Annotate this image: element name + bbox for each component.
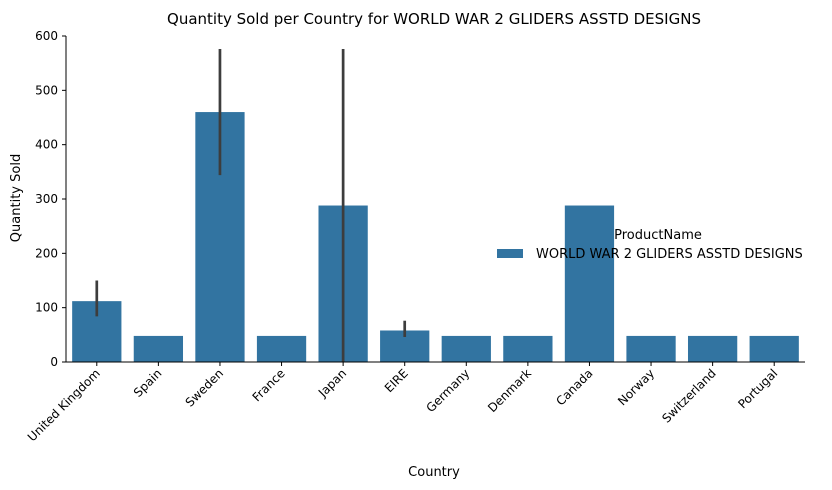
bar-denmark [503, 335, 553, 362]
y-tick-label: 100 [35, 301, 58, 315]
bar-switzerland [687, 335, 738, 362]
y-tick-label: 400 [35, 138, 58, 152]
x-tick-label-france: France [250, 366, 288, 404]
bar-portugal [749, 335, 799, 362]
x-tick-label-eire: EIRE [382, 366, 411, 395]
legend-title: ProductName [614, 228, 702, 243]
bar-germany [441, 335, 491, 362]
x-tick-label-united-kingdom: United Kingdom [25, 366, 103, 444]
legend: ProductName WORLD WAR 2 GLIDERS ASSTD DE… [497, 228, 803, 262]
x-axis: United Kingdom Spain Sweden France Japan EIRE… [25, 361, 805, 444]
x-tick-label-japan: Japan [315, 366, 349, 400]
legend-swatch [497, 249, 523, 258]
x-tick-label-switzerland: Switzerland [659, 366, 718, 425]
x-tick-label-portugal: Portugal [735, 366, 780, 411]
y-tick-label: 200 [35, 246, 58, 260]
x-axis-label: Country [408, 465, 460, 480]
y-axis-label: Quantity Sold [9, 154, 24, 242]
y-tick-label: 0 [50, 355, 58, 369]
bar-canada [564, 205, 615, 362]
legend-entry-label: WORLD WAR 2 GLIDERS ASSTD DESIGNS [536, 247, 803, 262]
chart-title: Quantity Sold per Country for WORLD WAR … [167, 10, 701, 28]
x-tick-label-canada: Canada [553, 366, 595, 408]
x-tick-label-sweden: Sweden [183, 366, 226, 409]
x-tick-label-germany: Germany [424, 366, 473, 415]
y-tick-label: 300 [35, 192, 58, 206]
bar-spain [133, 335, 184, 362]
y-axis: 0 100 200 300 400 500 600 [35, 29, 67, 369]
bar-france [256, 335, 307, 362]
y-tick-label: 500 [35, 83, 58, 97]
x-tick-label-norway: Norway [615, 366, 657, 408]
x-tick-label-spain: Spain [131, 366, 165, 400]
error-bars-group [95, 49, 407, 362]
y-tick-label: 600 [35, 29, 58, 43]
bar-norway [626, 335, 676, 362]
x-tick-label-denmark: Denmark [485, 366, 534, 415]
